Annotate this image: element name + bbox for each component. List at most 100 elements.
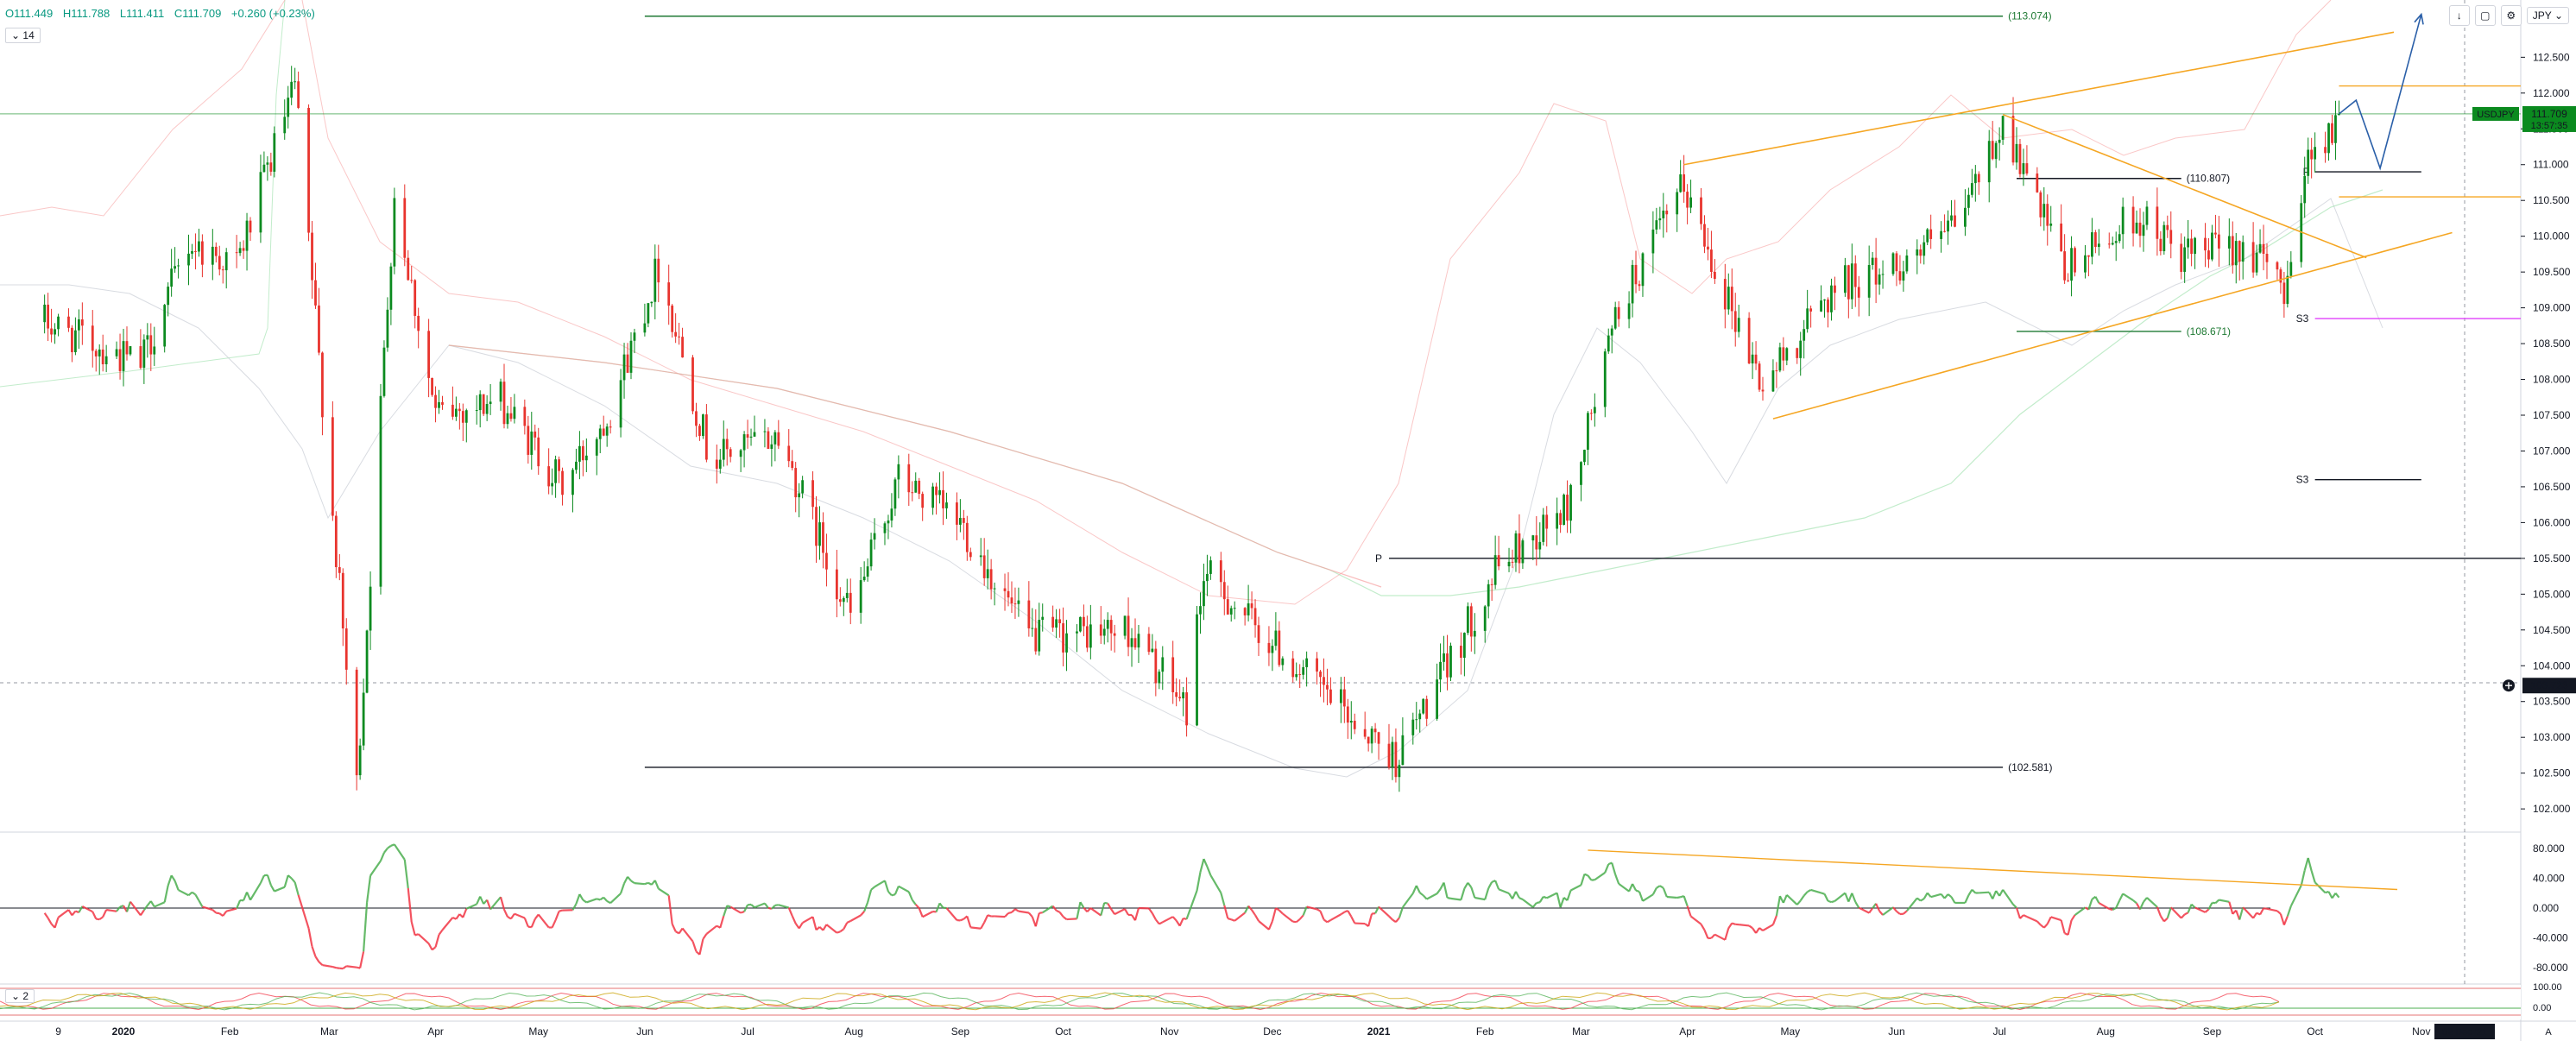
rsi-segment bbox=[839, 928, 844, 933]
price-scale[interactable]: 112.500112.000111.500111.000110.500110.0… bbox=[2472, 51, 2576, 1013]
candle-body bbox=[622, 354, 626, 381]
rsi-segment bbox=[1724, 928, 1730, 941]
rsi-segment bbox=[630, 880, 635, 885]
candle-body bbox=[842, 597, 845, 603]
candle-body bbox=[1542, 514, 1545, 542]
candle-body bbox=[722, 438, 725, 460]
rsi-segment bbox=[1587, 874, 1593, 881]
candle-body bbox=[1257, 625, 1260, 643]
rsi-segment bbox=[1538, 896, 1544, 903]
candle-body bbox=[1151, 648, 1154, 653]
candle-body bbox=[91, 325, 94, 351]
arrow-down-icon[interactable]: ↓ bbox=[2448, 5, 2470, 26]
candle-body bbox=[838, 599, 842, 603]
level-108-label: (108.671) bbox=[2187, 325, 2231, 338]
rsi-segment bbox=[2050, 916, 2061, 922]
time-axis[interactable]: 9 2020 Feb Mar Apr May Jun Jul Aug Sep Oct Nov Dec 20… bbox=[55, 1024, 2552, 1039]
candle-body bbox=[1316, 658, 1318, 672]
rsi-segment bbox=[266, 874, 272, 886]
candle-body bbox=[410, 280, 414, 281]
rsi-segment bbox=[1923, 892, 1929, 899]
rsi-segment bbox=[1947, 893, 1953, 899]
rsi-segment bbox=[2207, 902, 2213, 910]
rsi-segment bbox=[1254, 914, 1260, 922]
rsi-segment bbox=[92, 911, 98, 919]
rsi-segment bbox=[578, 893, 584, 901]
rsi-segment bbox=[246, 892, 252, 901]
time-tick-label: May bbox=[528, 1025, 548, 1038]
currency-selector[interactable]: JPY ⌄ bbox=[2526, 7, 2569, 24]
pivot-oct-label: P bbox=[2303, 166, 2310, 178]
rsi-segment bbox=[438, 929, 444, 936]
rsi-segment bbox=[1039, 912, 1043, 914]
rsi-segment bbox=[139, 909, 145, 916]
rsi-segment bbox=[322, 963, 333, 968]
projection-path[interactable] bbox=[2338, 14, 2422, 171]
candle-body bbox=[478, 394, 482, 411]
time-tick-label: Sep bbox=[2203, 1025, 2222, 1038]
rsi-segment bbox=[1206, 866, 1212, 876]
rsi-segment bbox=[1727, 922, 1733, 929]
candle-body bbox=[287, 98, 290, 117]
candle-body bbox=[1247, 603, 1250, 615]
candle-body bbox=[297, 81, 300, 108]
time-tick-label: May bbox=[1780, 1025, 1800, 1038]
candle-body bbox=[211, 246, 214, 265]
symbol-tag: USDJPY bbox=[2477, 110, 2515, 120]
time-tick-label: Jul bbox=[1992, 1025, 2005, 1038]
rsi-segment bbox=[1089, 907, 1102, 917]
candle-body bbox=[869, 539, 873, 567]
rsi-segment bbox=[1892, 906, 1897, 912]
time-tick-label: Aug bbox=[845, 1025, 863, 1038]
rsi-segment bbox=[1298, 914, 1304, 920]
maximize-icon[interactable]: ▢ bbox=[2474, 5, 2496, 26]
rsi-segment bbox=[2163, 917, 2169, 923]
candle-body bbox=[671, 306, 674, 332]
rsi-legend-button[interactable]: ⌄ 2 bbox=[5, 989, 35, 1003]
lower-channel-trendline[interactable] bbox=[1772, 231, 2453, 420]
rsi-segment bbox=[1782, 894, 1788, 904]
rsi-segment bbox=[365, 875, 372, 903]
drawings[interactable] bbox=[1683, 12, 2453, 420]
rsi-segment bbox=[1162, 916, 1174, 924]
chevron-down-icon: ⌄ bbox=[11, 29, 21, 41]
candle-body bbox=[883, 523, 887, 533]
oscillator-line bbox=[0, 992, 2280, 1011]
rsi-segment bbox=[1323, 918, 1329, 924]
upper-channel-trendline[interactable] bbox=[1683, 31, 2395, 166]
interval-button[interactable]: ⌄ 14 bbox=[5, 28, 41, 43]
rsi-segment bbox=[1028, 912, 1033, 918]
falling-wedge-trendline[interactable] bbox=[2002, 113, 2367, 259]
candle-body bbox=[266, 162, 269, 165]
candle-body bbox=[873, 533, 876, 540]
level-102-label: (102.581) bbox=[2008, 761, 2052, 773]
gear-icon[interactable]: ⚙ bbox=[2500, 5, 2522, 26]
rsi-segment bbox=[78, 905, 84, 913]
candle-body bbox=[98, 349, 101, 356]
candle-body bbox=[441, 401, 444, 405]
candle-body bbox=[2338, 113, 2340, 116]
rsi-segment bbox=[274, 886, 286, 893]
rsi-divergence-trendline[interactable] bbox=[1588, 849, 2398, 891]
rsi-segment bbox=[2242, 906, 2254, 919]
candle-body bbox=[2207, 250, 2210, 260]
candle-body bbox=[818, 522, 821, 546]
candle-body bbox=[2039, 192, 2042, 218]
candle-body bbox=[1473, 630, 1476, 637]
auto-scale-button[interactable]: A bbox=[2545, 1027, 2552, 1038]
rsi-segment bbox=[202, 905, 213, 912]
candle-body bbox=[2241, 242, 2245, 262]
candle-body bbox=[1799, 340, 1803, 358]
rsi-segment bbox=[212, 909, 218, 914]
rsi-segment bbox=[43, 912, 49, 919]
rsi-segment bbox=[1546, 892, 1558, 899]
rsi-segment bbox=[1659, 885, 1664, 889]
rsi-segment bbox=[987, 914, 992, 918]
candle-body bbox=[1782, 347, 1785, 361]
candle-body bbox=[825, 552, 828, 570]
candle-body bbox=[1707, 246, 1709, 250]
rsi-segment bbox=[1851, 893, 1857, 903]
candle-body bbox=[1853, 263, 1857, 287]
